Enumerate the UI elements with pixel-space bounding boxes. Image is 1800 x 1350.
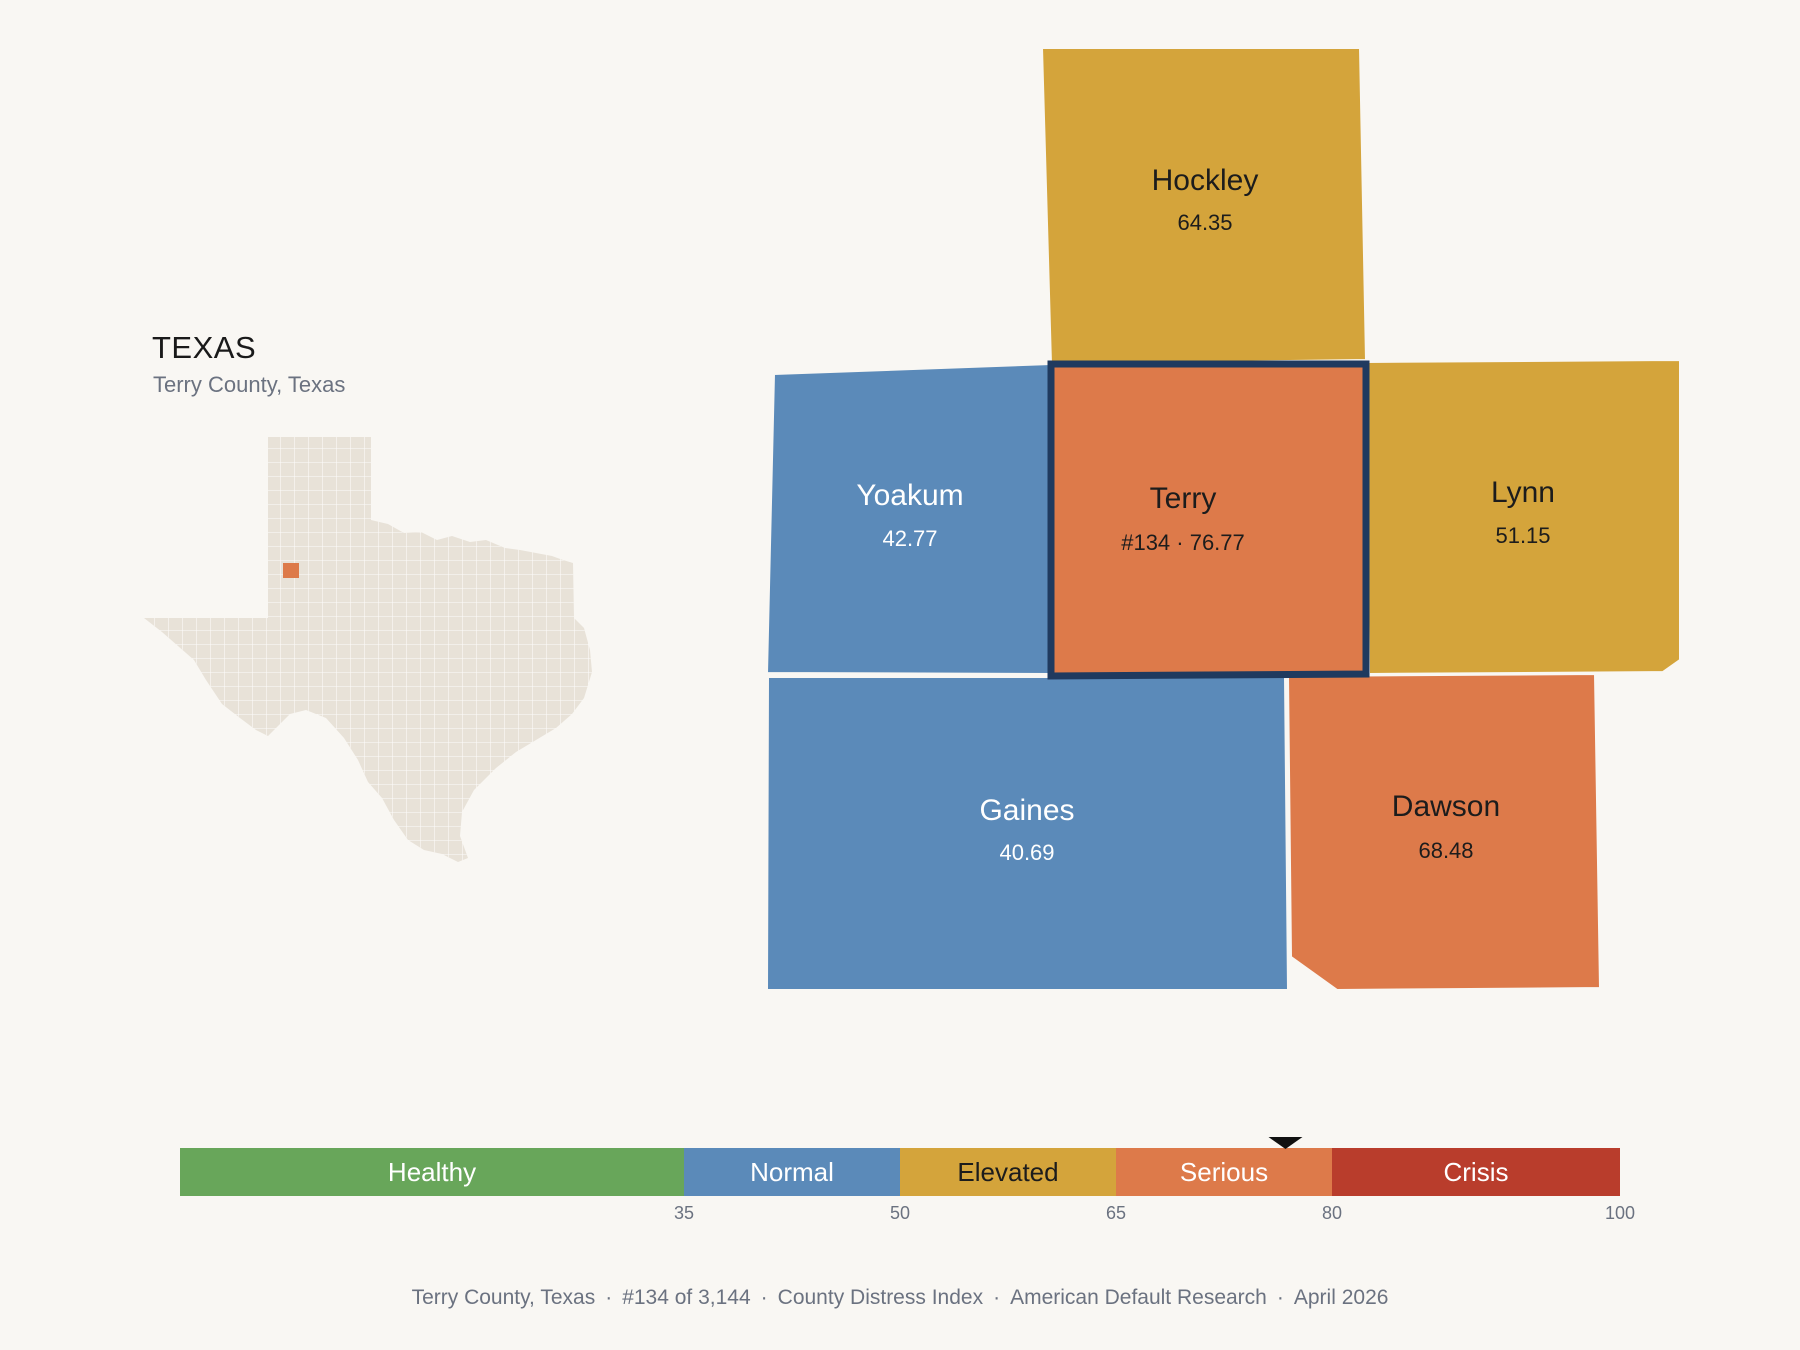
- legend-segment-serious: [1116, 1148, 1332, 1196]
- legend-label-normal: Normal: [750, 1157, 834, 1187]
- state-subtitle: Terry County, Texas: [153, 372, 346, 397]
- county-value-gaines: 40.69: [999, 840, 1054, 865]
- county-label-gaines: Gaines: [979, 794, 1074, 827]
- county-value-lynn: 51.15: [1495, 523, 1550, 548]
- legend-tick-50: 50: [890, 1203, 910, 1223]
- footer-date: April 2026: [1293, 1286, 1389, 1309]
- county-value-terry: #134 · 76.77: [1121, 530, 1245, 555]
- county-dawson[interactable]: [1286, 672, 1602, 992]
- footer-org: American Default Research: [1010, 1286, 1267, 1309]
- county-terry-selected[interactable]: [1047, 360, 1370, 680]
- county-value-yoakum: 42.77: [882, 526, 937, 551]
- legend-label-serious: Serious: [1180, 1157, 1268, 1187]
- county-value-dawson: 68.48: [1418, 838, 1473, 863]
- county-label-lynn: Lynn: [1491, 476, 1555, 509]
- county-label-hockley: Hockley: [1152, 164, 1259, 197]
- county-value-hockley: 64.35: [1177, 210, 1232, 235]
- county-label-terry: Terry: [1150, 482, 1217, 515]
- terry-county-marker: [283, 563, 299, 578]
- state-title: TEXAS: [152, 330, 257, 365]
- county-hockley[interactable]: [1040, 47, 1368, 366]
- legend-segment-crisis: [1332, 1148, 1620, 1196]
- legend-segment-elevated: [900, 1148, 1116, 1196]
- legend-marker-icon: [1268, 1137, 1303, 1149]
- legend-label-elevated: Elevated: [957, 1157, 1058, 1187]
- county-label-dawson: Dawson: [1392, 790, 1500, 823]
- legend-segment-healthy: [180, 1148, 684, 1196]
- county-label-yoakum: Yoakum: [856, 479, 963, 512]
- legend-tick-100: 100: [1605, 1203, 1635, 1223]
- legend-tick-65: 65: [1106, 1203, 1126, 1223]
- legend-tick-35: 35: [674, 1203, 694, 1223]
- legend-label-healthy: Healthy: [388, 1157, 476, 1187]
- texas-outline: [144, 437, 592, 862]
- footer: Terry County, Texas · #134 of 3,144 · County…: [411, 1286, 1389, 1309]
- footer-rank: #134 of 3,144: [622, 1286, 751, 1309]
- legend-segment-normal: [684, 1148, 900, 1196]
- footer-index: County Distress Index: [777, 1286, 984, 1309]
- footer-county: Terry County, Texas: [411, 1286, 596, 1309]
- legend-label-crisis: Crisis: [1444, 1157, 1509, 1187]
- legend-tick-80: 80: [1322, 1203, 1342, 1223]
- texas-inset-map: [144, 437, 592, 862]
